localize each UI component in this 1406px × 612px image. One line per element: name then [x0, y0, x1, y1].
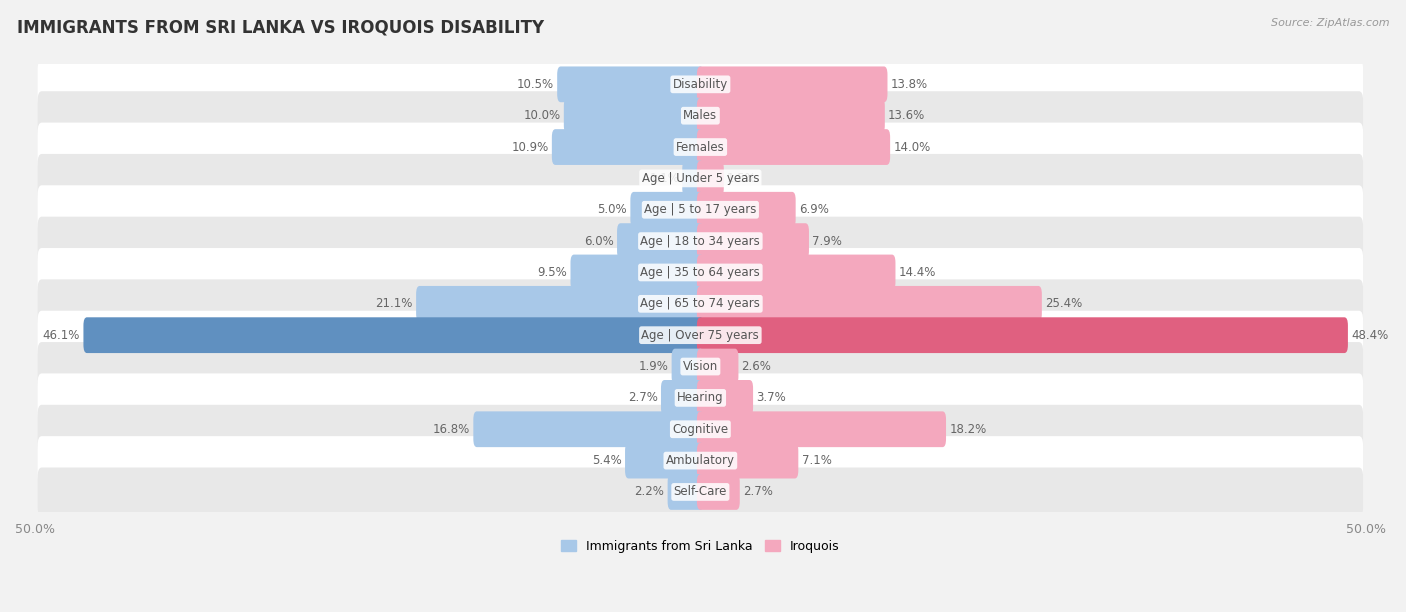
FancyBboxPatch shape: [697, 317, 1348, 353]
Text: 1.5%: 1.5%: [727, 172, 756, 185]
FancyBboxPatch shape: [617, 223, 704, 259]
Text: 7.9%: 7.9%: [813, 234, 842, 248]
Text: 21.1%: 21.1%: [375, 297, 413, 310]
Text: 46.1%: 46.1%: [42, 329, 80, 341]
FancyBboxPatch shape: [38, 436, 1362, 485]
Text: 3.7%: 3.7%: [756, 392, 786, 405]
FancyBboxPatch shape: [697, 160, 724, 196]
FancyBboxPatch shape: [38, 154, 1362, 203]
FancyBboxPatch shape: [697, 223, 808, 259]
FancyBboxPatch shape: [38, 279, 1362, 328]
Text: 6.0%: 6.0%: [583, 234, 614, 248]
Text: Hearing: Hearing: [678, 392, 724, 405]
Text: 14.4%: 14.4%: [898, 266, 936, 279]
FancyBboxPatch shape: [557, 67, 704, 102]
Text: Cognitive: Cognitive: [672, 423, 728, 436]
Legend: Immigrants from Sri Lanka, Iroquois: Immigrants from Sri Lanka, Iroquois: [555, 535, 845, 558]
FancyBboxPatch shape: [38, 185, 1362, 234]
FancyBboxPatch shape: [416, 286, 704, 322]
FancyBboxPatch shape: [38, 405, 1362, 453]
Text: Females: Females: [676, 141, 724, 154]
Text: Disability: Disability: [672, 78, 728, 91]
Text: Age | 5 to 17 years: Age | 5 to 17 years: [644, 203, 756, 216]
Text: 1.9%: 1.9%: [638, 360, 668, 373]
Text: 2.7%: 2.7%: [628, 392, 658, 405]
FancyBboxPatch shape: [697, 442, 799, 479]
FancyBboxPatch shape: [474, 411, 704, 447]
FancyBboxPatch shape: [697, 411, 946, 447]
Text: 10.5%: 10.5%: [517, 78, 554, 91]
Text: 6.9%: 6.9%: [799, 203, 828, 216]
FancyBboxPatch shape: [38, 91, 1362, 140]
FancyBboxPatch shape: [697, 192, 796, 228]
FancyBboxPatch shape: [38, 468, 1362, 517]
FancyBboxPatch shape: [697, 129, 890, 165]
Text: 48.4%: 48.4%: [1351, 329, 1388, 341]
Text: Age | 65 to 74 years: Age | 65 to 74 years: [640, 297, 761, 310]
FancyBboxPatch shape: [38, 311, 1362, 360]
Text: 2.2%: 2.2%: [634, 485, 665, 498]
FancyBboxPatch shape: [682, 160, 704, 196]
Text: Age | Under 5 years: Age | Under 5 years: [641, 172, 759, 185]
Text: 5.4%: 5.4%: [592, 454, 621, 467]
FancyBboxPatch shape: [38, 217, 1362, 266]
Text: 10.9%: 10.9%: [512, 141, 548, 154]
Text: Age | 18 to 34 years: Age | 18 to 34 years: [641, 234, 761, 248]
FancyBboxPatch shape: [661, 380, 704, 416]
Text: 14.0%: 14.0%: [893, 141, 931, 154]
Text: Age | 35 to 64 years: Age | 35 to 64 years: [641, 266, 761, 279]
FancyBboxPatch shape: [697, 349, 738, 384]
FancyBboxPatch shape: [626, 442, 704, 479]
FancyBboxPatch shape: [38, 60, 1362, 109]
Text: 1.1%: 1.1%: [650, 172, 679, 185]
Text: 25.4%: 25.4%: [1045, 297, 1083, 310]
FancyBboxPatch shape: [697, 286, 1042, 322]
Text: Males: Males: [683, 109, 717, 122]
FancyBboxPatch shape: [697, 67, 887, 102]
Text: Vision: Vision: [683, 360, 718, 373]
Text: 2.6%: 2.6%: [741, 360, 772, 373]
Text: IMMIGRANTS FROM SRI LANKA VS IROQUOIS DISABILITY: IMMIGRANTS FROM SRI LANKA VS IROQUOIS DI…: [17, 18, 544, 36]
Text: 18.2%: 18.2%: [949, 423, 987, 436]
FancyBboxPatch shape: [38, 373, 1362, 422]
FancyBboxPatch shape: [551, 129, 704, 165]
FancyBboxPatch shape: [668, 474, 704, 510]
FancyBboxPatch shape: [571, 255, 704, 290]
Text: 2.7%: 2.7%: [742, 485, 773, 498]
Text: 13.8%: 13.8%: [890, 78, 928, 91]
Text: 16.8%: 16.8%: [433, 423, 470, 436]
Text: Age | Over 75 years: Age | Over 75 years: [641, 329, 759, 341]
FancyBboxPatch shape: [564, 98, 704, 133]
FancyBboxPatch shape: [697, 380, 754, 416]
Text: Ambulatory: Ambulatory: [666, 454, 735, 467]
Text: 9.5%: 9.5%: [537, 266, 567, 279]
FancyBboxPatch shape: [38, 122, 1362, 171]
Text: 10.0%: 10.0%: [523, 109, 561, 122]
FancyBboxPatch shape: [672, 349, 704, 384]
FancyBboxPatch shape: [697, 98, 884, 133]
FancyBboxPatch shape: [630, 192, 704, 228]
Text: 7.1%: 7.1%: [801, 454, 831, 467]
FancyBboxPatch shape: [38, 342, 1362, 391]
FancyBboxPatch shape: [38, 248, 1362, 297]
FancyBboxPatch shape: [697, 474, 740, 510]
Text: Source: ZipAtlas.com: Source: ZipAtlas.com: [1271, 18, 1389, 28]
Text: Self-Care: Self-Care: [673, 485, 727, 498]
FancyBboxPatch shape: [697, 255, 896, 290]
Text: 5.0%: 5.0%: [598, 203, 627, 216]
Text: 13.6%: 13.6%: [889, 109, 925, 122]
FancyBboxPatch shape: [83, 317, 704, 353]
